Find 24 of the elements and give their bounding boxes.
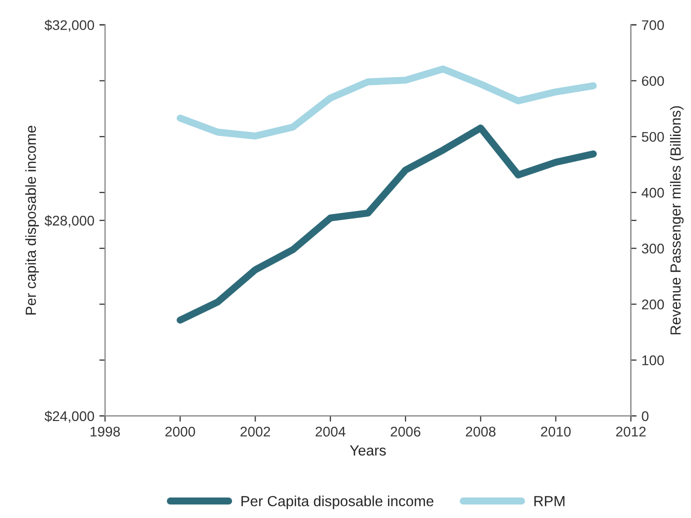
legend-label: RPM <box>534 496 564 506</box>
y2-tick-label: 700 <box>642 20 664 30</box>
y2-tick-label: 500 <box>642 132 664 142</box>
x-tick-label: 2010 <box>541 426 571 437</box>
x-tick-label: 2000 <box>165 426 196 437</box>
y2-tick-label: 600 <box>642 76 664 86</box>
x-tick-label: 2012 <box>616 426 646 437</box>
y2-tick-label: 0 <box>642 411 648 422</box>
y2-tick-label: 100 <box>642 355 664 366</box>
x-tick-label: 2002 <box>240 426 270 437</box>
x-tick-label: 1998 <box>90 426 120 437</box>
x-tick-label: 2008 <box>466 426 496 437</box>
x-tick-label: 2006 <box>390 426 420 437</box>
legend-label: Per Capita disposable income <box>242 496 434 510</box>
x-axis-title: Years <box>350 445 386 456</box>
y2-tick-label: 300 <box>642 244 664 254</box>
y-tick-label: $28,000 <box>44 215 94 228</box>
y-tick-label: $32,000 <box>44 20 94 32</box>
x-tick-label: 2004 <box>316 426 346 437</box>
y2-tick-label: 400 <box>642 188 664 198</box>
y-tick-label: $24,000 <box>44 410 94 423</box>
y-axis-title: Per capita disposable income <box>25 126 39 314</box>
y2-axis-title: Revenue Passenger miles (Billions) <box>670 106 684 334</box>
y2-tick-label: 200 <box>642 300 664 310</box>
